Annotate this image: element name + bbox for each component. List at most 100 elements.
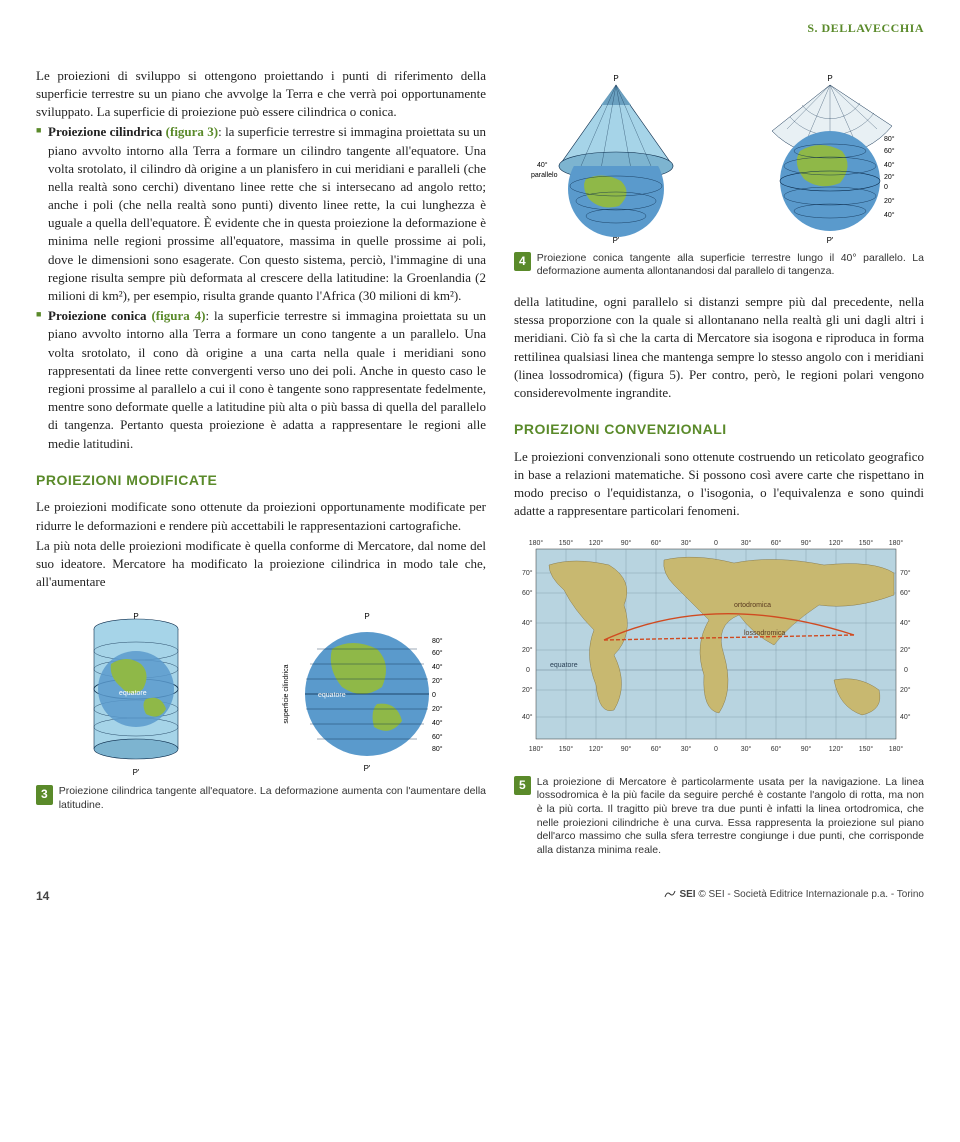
conventional-heading: PROIEZIONI CONVENZIONALI: [514, 420, 924, 440]
fig5-lon-9: 90°: [801, 539, 812, 547]
conical-body: : la superficie terrestre si immagina pr…: [48, 308, 486, 450]
fig5-lon-5: 30°: [681, 539, 692, 547]
fig3-flat-p: P: [364, 612, 369, 621]
fig3-cylinder: P equatore P': [71, 609, 201, 779]
intro-paragraph: Le proiezioni di sviluppo si ottengono p…: [36, 67, 486, 122]
fig5-lon-2: 120°: [589, 539, 604, 547]
conical-title: Proiezione conica: [48, 308, 147, 323]
fig4-40para-2: parallelo: [531, 172, 558, 179]
fig4-ref: (figura 4): [151, 308, 205, 323]
fig3-flat: superficie cilindrica P equatore 80°: [282, 609, 452, 779]
fig4-t4: 0: [884, 184, 888, 191]
fig4-t0: 80°: [884, 135, 895, 143]
fig5-rlat-0: 70°: [900, 569, 911, 577]
fig4-label-p: P: [613, 74, 618, 83]
fig4-label-p2: P': [613, 236, 620, 245]
fig3-tick-2: 40°: [432, 663, 443, 671]
page-number: 14: [36, 888, 49, 905]
fig3-num: 3: [36, 785, 53, 805]
conventional-p1: Le proiezioni convenzionali sono ottenut…: [514, 448, 924, 521]
fig4-cone: P 40°: [531, 71, 686, 246]
fig3-tick-0: 80°: [432, 637, 443, 645]
fig3-surface-label: superficie cilindrica: [283, 665, 290, 724]
fig4-t5: 20°: [884, 197, 895, 205]
author-header: S. DELLAVECCHIA: [36, 20, 924, 37]
fig5-equatore: equatore: [550, 662, 578, 669]
fig5-blon-10: 120°: [829, 745, 844, 753]
fig5-lat-5: 20°: [522, 686, 533, 694]
fig5-blon-12: 180°: [889, 745, 904, 753]
fig5-losso: lossodromica: [744, 630, 785, 637]
fig5-blon-2: 120°: [589, 745, 604, 753]
left-column: Le proiezioni di sviluppo si ottengono p…: [36, 67, 486, 872]
fig3-equatore-2: equatore: [318, 692, 346, 699]
figure-5: 180° 150° 120° 90° 60° 30° 0 30° 60° 90°…: [514, 535, 924, 858]
modified-heading: PROIEZIONI MODIFICATE: [36, 471, 486, 491]
fig3-tick-3: 20°: [432, 677, 443, 685]
fig5-lon-1: 150°: [559, 539, 574, 547]
fig5-rlat-2: 40°: [900, 619, 911, 627]
publisher: SEI © SEI - Società Editrice Internazion…: [663, 888, 924, 905]
fig4-fan-p: P: [827, 74, 832, 83]
fig5-rlat-3: 20°: [900, 646, 911, 654]
fig5-lat-6: 40°: [522, 713, 533, 721]
fig4-t1: 60°: [884, 147, 895, 155]
fig5-num: 5: [514, 776, 531, 796]
fig5-lon-12: 180°: [889, 539, 904, 547]
fig4-caption: Proiezione conica tangente alla superfic…: [537, 252, 924, 279]
fig5-blon-8: 60°: [771, 745, 782, 753]
fig3-equatore-1: equatore: [119, 690, 147, 697]
fig3-tick-7: 60°: [432, 733, 443, 741]
publisher-text: © SEI - Società Editrice Internazionale …: [698, 889, 924, 900]
main-columns: Le proiezioni di sviluppo si ottengono p…: [36, 67, 924, 872]
fig5-lon-10: 120°: [829, 539, 844, 547]
bullet-conical: Proiezione conica (figura 4): la superfi…: [36, 307, 486, 453]
modified-p1: Le proiezioni modificate sono ottenute d…: [36, 498, 486, 534]
fig5-rlat-1: 60°: [900, 589, 911, 597]
fig5-lat-4: 0: [526, 667, 530, 674]
fig5-lon-11: 150°: [859, 539, 874, 547]
right-p1: della latitudine, ogni parallelo si dist…: [514, 293, 924, 402]
bullet-cylindrical: Proiezione cilindrica (figura 3): la sup…: [36, 123, 486, 305]
fig5-blon-7: 30°: [741, 745, 752, 753]
fig5-lon-3: 90°: [621, 539, 632, 547]
fig4-t3: 20°: [884, 173, 895, 181]
fig5-orto: ortodromica: [734, 602, 771, 609]
fig5-map: 180° 150° 120° 90° 60° 30° 0 30° 60° 90°…: [514, 535, 924, 765]
fig5-lon-8: 60°: [771, 539, 782, 547]
fig5-lon-4: 60°: [651, 539, 662, 547]
fig5-caption: La proiezione di Mercatore è particolarm…: [537, 776, 924, 858]
fig5-lat-2: 40°: [522, 619, 533, 627]
fig5-lat-1: 60°: [522, 589, 533, 597]
fig5-lon-6: 0: [714, 540, 718, 547]
fig5-rlat-6: 40°: [900, 713, 911, 721]
fig3-tick-1: 60°: [432, 649, 443, 657]
fig5-blon-0: 180°: [529, 745, 544, 753]
fig3-ref: (figura 3): [166, 124, 218, 139]
fig5-rlat-4: 0: [904, 667, 908, 674]
fig3-tick-8: 80°: [432, 745, 443, 753]
fig4-t2: 40°: [884, 161, 895, 169]
fig3-flat-p2: P': [363, 764, 370, 773]
fig3-label-p2: P': [132, 768, 139, 777]
fig4-t6: 40°: [884, 211, 895, 219]
publisher-logo-icon: [663, 889, 677, 899]
fig4-num: 4: [514, 252, 531, 272]
fig5-blon-9: 90°: [801, 745, 812, 753]
fig3-tick-4: 0: [432, 692, 436, 699]
fig4-fan-p2: P': [827, 236, 834, 245]
cylindrical-title: Proiezione cilindrica: [48, 124, 162, 139]
fig5-blon-5: 30°: [681, 745, 692, 753]
fig3-caption: Proiezione cilindrica tangente all'equat…: [59, 785, 486, 812]
fig5-lat-3: 20°: [522, 646, 533, 654]
right-column: P 40°: [514, 67, 924, 872]
cylindrical-body: : la superficie terrestre si immagina pr…: [48, 124, 486, 303]
fig5-blon-4: 60°: [651, 745, 662, 753]
fig5-lon-7: 30°: [741, 539, 752, 547]
fig3-tick-5: 20°: [432, 705, 443, 713]
fig4-40para-1: 40°: [537, 161, 548, 169]
fig5-lon-0: 180°: [529, 539, 544, 547]
fig5-rlat-5: 20°: [900, 686, 911, 694]
modified-p2: La più nota delle proiezioni modificate …: [36, 537, 486, 592]
fig5-blon-6: 0: [714, 746, 718, 753]
